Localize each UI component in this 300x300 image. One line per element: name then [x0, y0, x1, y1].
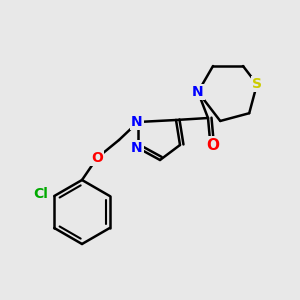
Text: N: N — [192, 85, 204, 99]
Text: O: O — [206, 137, 220, 152]
Text: Cl: Cl — [33, 187, 48, 201]
Text: O: O — [91, 151, 103, 165]
Text: N: N — [131, 141, 143, 155]
Text: S: S — [252, 77, 262, 91]
Text: N: N — [131, 115, 143, 129]
